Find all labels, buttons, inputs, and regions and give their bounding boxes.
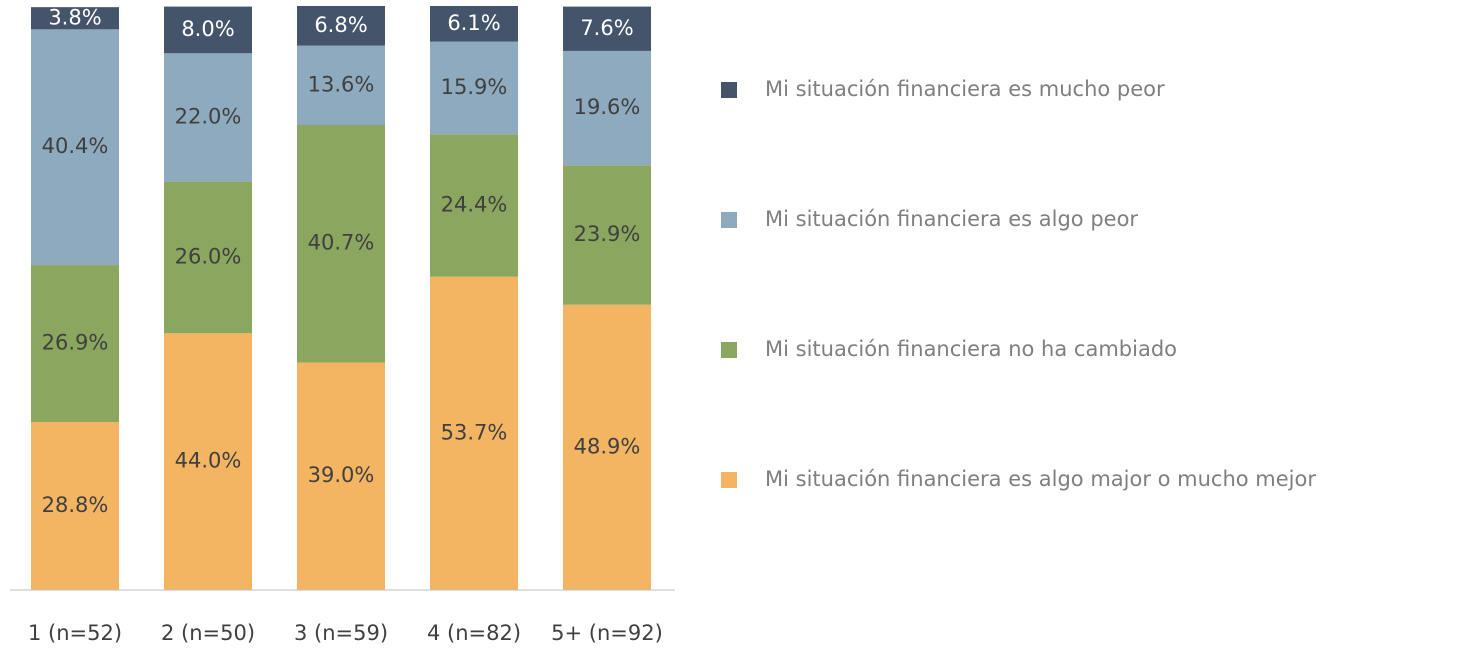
bar-segment	[563, 304, 651, 590]
bar-segment	[31, 7, 119, 30]
value-label: 24.4%	[441, 193, 508, 217]
value-label: 6.1%	[447, 11, 500, 35]
bar-segment	[31, 265, 119, 422]
x-tick-label: 5+ (n=92)	[551, 621, 663, 645]
value-label: 39.0%	[308, 463, 375, 487]
legend-swatch	[721, 472, 737, 488]
bar-segment	[430, 276, 518, 590]
legend-label: Mi situación financiera es algo peor	[765, 207, 1138, 231]
value-label: 26.9%	[42, 331, 109, 355]
bar-segment	[31, 421, 119, 590]
value-label: 23.9%	[574, 222, 641, 246]
legend-label: Mi situación financiera es mucho peor	[765, 77, 1165, 101]
bar-segment	[31, 29, 119, 266]
value-label: 44.0%	[175, 449, 242, 473]
value-label: 26.0%	[175, 244, 242, 268]
bar-segment	[297, 6, 385, 46]
value-label: 28.8%	[42, 493, 109, 517]
value-label: 8.0%	[181, 17, 234, 41]
bar-segment	[563, 165, 651, 305]
value-label: 6.8%	[314, 13, 367, 37]
value-label: 40.4%	[42, 134, 109, 158]
value-label: 7.6%	[580, 16, 633, 40]
bar-segment	[164, 333, 252, 590]
bar-segment	[430, 134, 518, 277]
value-label: 15.9%	[441, 75, 508, 99]
x-tick-label: 3 (n=59)	[294, 621, 388, 645]
value-label: 13.6%	[308, 72, 375, 96]
value-label: 3.8%	[48, 5, 101, 29]
value-label: 48.9%	[574, 434, 641, 458]
legend-label: Mi situación financiera es algo major o …	[765, 467, 1316, 491]
value-label: 22.0%	[175, 104, 242, 128]
bar-segment	[164, 6, 252, 54]
value-label: 19.6%	[574, 95, 641, 119]
value-label: 53.7%	[441, 420, 508, 444]
bar-segment	[297, 45, 385, 126]
bar-segment	[563, 6, 651, 51]
x-tick-label: 2 (n=50)	[161, 621, 255, 645]
bar-segment	[164, 181, 252, 334]
bar-segment	[430, 41, 518, 135]
legend-label: Mi situación financiera no ha cambiado	[765, 337, 1177, 361]
legend-swatch	[721, 212, 737, 228]
bar-segment	[297, 125, 385, 363]
legend-swatch	[721, 82, 737, 98]
x-tick-label: 1 (n=52)	[28, 621, 122, 645]
x-tick-label: 4 (n=82)	[427, 621, 521, 645]
bar-segment	[297, 362, 385, 590]
value-label: 40.7%	[308, 231, 375, 255]
bar-segment	[563, 50, 651, 166]
bar-segment	[430, 6, 518, 42]
legend-swatch	[721, 342, 737, 358]
bar-segment	[164, 53, 252, 182]
